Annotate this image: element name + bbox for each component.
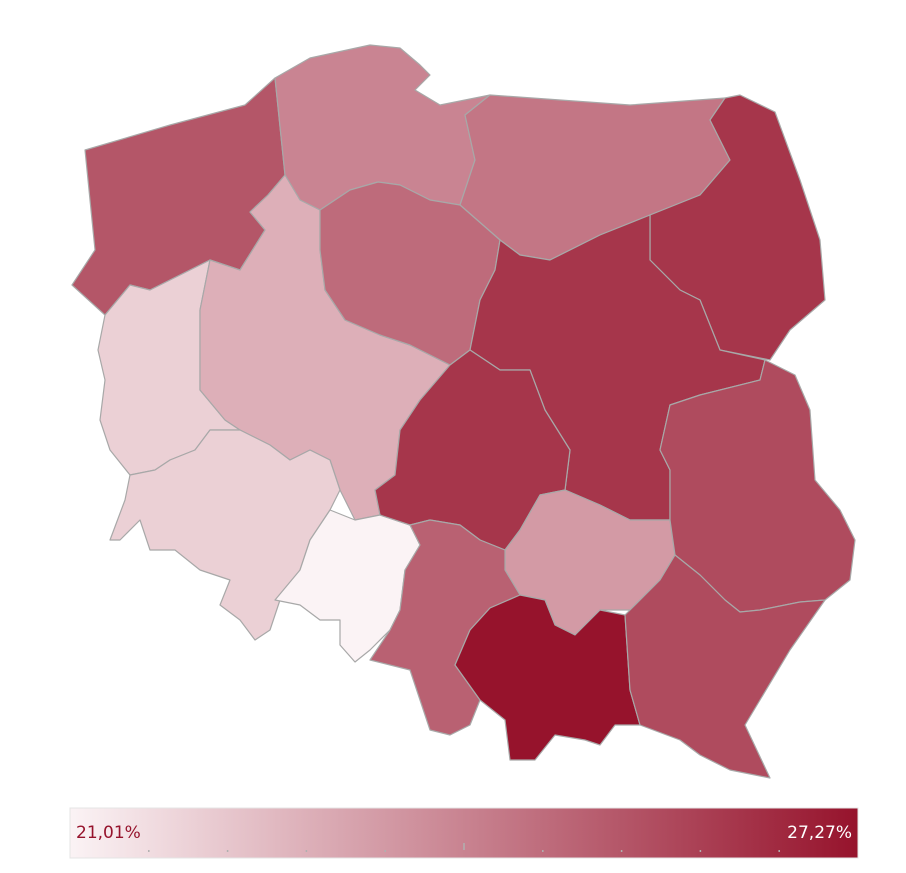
- scale-max-label: 27,27%: [787, 823, 852, 843]
- region: [454, 594, 641, 761]
- legend-ticks: [148, 843, 780, 852]
- color-scale-bar: [69, 807, 859, 859]
- regions: [71, 44, 856, 779]
- region: [624, 554, 826, 779]
- scale-min-label: 21,01%: [76, 823, 141, 843]
